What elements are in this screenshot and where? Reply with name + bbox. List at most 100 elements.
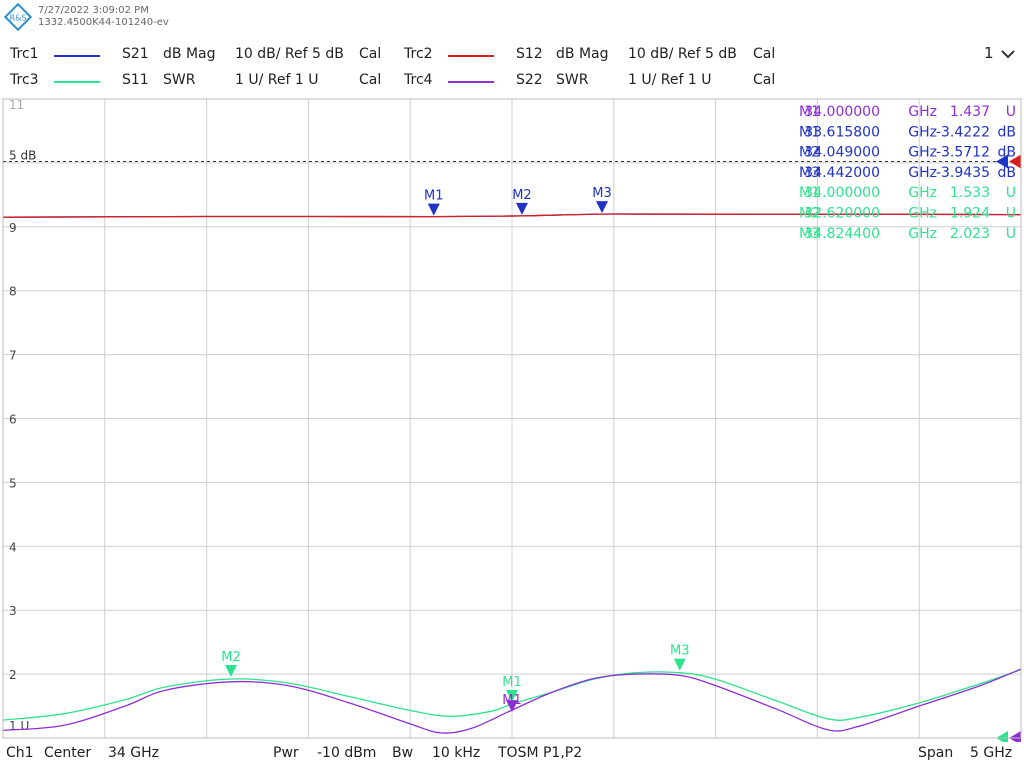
trace-param-trc1[interactable]: S21 xyxy=(122,46,149,62)
reference-label: 5 dB xyxy=(9,149,36,163)
pwr-label: Pwr xyxy=(273,745,299,761)
trace-format-trc2[interactable]: dB Mag xyxy=(556,46,609,62)
trace-scale-trc4[interactable]: 1 U/ Ref 1 U xyxy=(628,72,712,88)
marker-readout-cell: GHz xyxy=(908,104,937,120)
y-tick-label: 5 xyxy=(9,476,17,490)
marker-trc3-m3-triangle xyxy=(673,658,686,671)
header-info: 7/27/2022 3:09:02 PM 1332.4500K44-101240… xyxy=(38,5,169,29)
ref-arrow-trc2-icon xyxy=(1009,154,1021,169)
trace-cal-trc2[interactable]: Cal xyxy=(753,46,776,62)
chevron-down-icon xyxy=(1001,49,1015,58)
marker-trc1-m3-label: M3 xyxy=(592,186,612,201)
marker-readout-cell: U xyxy=(1006,206,1016,222)
trace-trc3-line xyxy=(2,668,1022,721)
marker-readout-cell: M3 xyxy=(799,165,820,181)
marker-readout-cell: dB xyxy=(998,124,1017,140)
trace-swatch-trc4 xyxy=(448,81,494,83)
trace-param-trc4[interactable]: S22 xyxy=(516,72,543,88)
bw-value[interactable]: 10 kHz xyxy=(432,745,481,761)
y-tick-label: 3 xyxy=(9,604,17,618)
trace-id-trc3[interactable]: Trc3 xyxy=(10,72,39,88)
ref-arrow-trc3-icon xyxy=(996,731,1008,742)
ref-arrow-trc4-icon xyxy=(1009,731,1021,742)
trace-scale-trc1[interactable]: 10 dB/ Ref 5 dB xyxy=(235,46,344,62)
marker-readout-cell: 1.437 xyxy=(950,104,990,120)
trace-legend: Trc1 S21 dB Mag 10 dB/ Ref 5 dB Cal Trc2… xyxy=(0,44,1024,94)
marker-trc1-m2-triangle xyxy=(515,202,528,215)
trace-format-trc4[interactable]: SWR xyxy=(556,72,589,88)
span-label: Span xyxy=(918,745,954,761)
plot-frame xyxy=(2,98,1022,739)
trace-swatch-trc3 xyxy=(54,81,100,83)
cal-type[interactable]: TOSM P1,P2 xyxy=(498,745,583,761)
marker-readout-cell: GHz xyxy=(908,185,937,201)
trace-cal-trc1[interactable]: Cal xyxy=(359,46,382,62)
marker-readout-cell: 34.000000 xyxy=(804,185,880,201)
marker-readout-cell: GHz xyxy=(908,226,937,242)
marker-readout-cell: 33.615800 xyxy=(804,124,880,140)
trace-scale-trc2[interactable]: 10 dB/ Ref 5 dB xyxy=(628,46,737,62)
span-value[interactable]: 5 GHz xyxy=(970,745,1013,761)
marker-trc1-m1-triangle xyxy=(427,203,440,216)
trace-id-trc4[interactable]: Trc4 xyxy=(404,72,433,88)
trace-cal-trc4[interactable]: Cal xyxy=(753,72,776,88)
rs-logo-icon: R&S xyxy=(4,3,32,31)
trace-format-trc3[interactable]: SWR xyxy=(163,72,196,88)
marker-readout-cell: M3 xyxy=(799,226,820,242)
trace-param-trc2[interactable]: S12 xyxy=(516,46,543,62)
trace-trc2-line xyxy=(2,213,1022,218)
marker-readout-cell: GHz xyxy=(908,124,937,140)
pwr-value[interactable]: -10 dBm xyxy=(317,745,377,761)
marker-readout-cell: 1.533 xyxy=(950,185,990,201)
marker-readout-cell: M2 xyxy=(799,206,820,222)
marker-readout-cell: U xyxy=(1006,226,1016,242)
center-label: Center xyxy=(44,745,92,761)
marker-readout-cell: GHz xyxy=(908,206,937,222)
y-tick-label: 6 xyxy=(9,413,17,427)
header-bar: R&S 7/27/2022 3:09:02 PM 1332.4500K44-10… xyxy=(0,0,1024,40)
marker-readout-cell: 34.000000 xyxy=(804,104,880,120)
trace-cal-trc3[interactable]: Cal xyxy=(359,72,382,88)
center-value[interactable]: 34 GHz xyxy=(108,745,159,761)
marker-trc4-m1-label: M1 xyxy=(502,693,522,708)
trace-format-trc1[interactable]: dB Mag xyxy=(163,46,216,62)
marker-trc1-m2-label: M2 xyxy=(512,188,532,203)
bw-label: Bw xyxy=(392,745,414,761)
trace-id-trc2[interactable]: Trc2 xyxy=(404,46,433,62)
channel-label[interactable]: Ch1 xyxy=(6,745,34,761)
marker-trc3-m3-label: M3 xyxy=(670,644,690,659)
trace-id-trc1[interactable]: Trc1 xyxy=(10,46,39,62)
marker-readout-cell: 32.620000 xyxy=(804,206,880,222)
marker-readout-cell: -3.9435 xyxy=(936,165,990,181)
marker-trc1-m1-label: M1 xyxy=(424,189,444,204)
marker-readout-cell: GHz xyxy=(908,165,937,181)
marker-readout-cell: 1.924 xyxy=(950,206,990,222)
marker-readout-cell: M1 xyxy=(799,124,820,140)
trace-scale-trc3[interactable]: 1 U/ Ref 1 U xyxy=(235,72,319,88)
marker-readout-cell: 34.824400 xyxy=(804,226,880,242)
marker-readout-cell: dB xyxy=(998,165,1017,181)
y-tick-label: 11 xyxy=(9,98,24,112)
marker-readout-cell: U xyxy=(1006,104,1016,120)
trace-trc4-line xyxy=(2,668,1022,734)
trace-param-trc3[interactable]: S11 xyxy=(122,72,149,88)
marker-trc3-m1-triangle xyxy=(506,689,518,702)
marker-readout-cell: U xyxy=(1006,185,1016,201)
channel-dropdown[interactable]: 1 xyxy=(984,44,1015,62)
y-tick-label: 8 xyxy=(9,285,17,299)
y-tick-label: 9 xyxy=(9,221,17,235)
status-bar: Ch1 Center 34 GHz Pwr -10 dBm Bw 10 kHz … xyxy=(0,742,1024,768)
device-id: 1332.4500K44-101240-ev xyxy=(38,17,169,28)
timestamp: 7/27/2022 3:09:02 PM xyxy=(38,5,149,16)
marker-readout-cell: M1 xyxy=(799,104,820,120)
logo-text: R&S xyxy=(10,14,27,23)
trace-swatch-trc2 xyxy=(448,55,494,57)
